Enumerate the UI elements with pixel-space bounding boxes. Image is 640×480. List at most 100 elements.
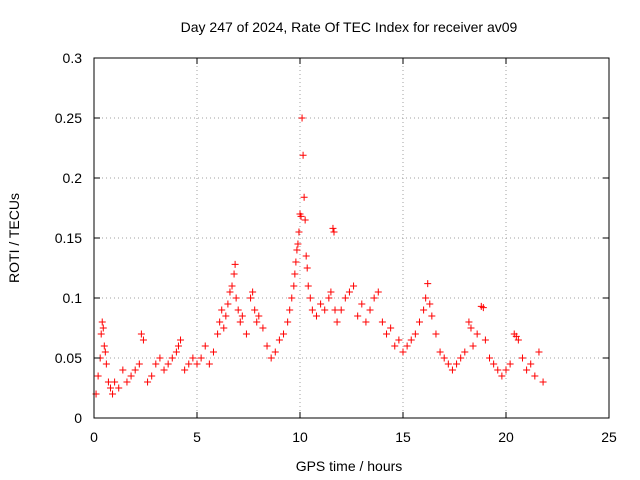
data-point — [231, 260, 239, 268]
data-point — [230, 270, 238, 278]
x-tick-label: 20 — [498, 429, 514, 445]
data-point — [201, 342, 209, 350]
data-point — [448, 366, 456, 374]
data-point — [100, 342, 108, 350]
data-point — [168, 354, 176, 362]
data-point — [498, 372, 506, 380]
data-point — [164, 360, 172, 368]
data-point — [228, 282, 236, 290]
y-tick-label: 0 — [74, 410, 82, 426]
y-tick-label: 0.2 — [63, 170, 83, 186]
data-point — [486, 354, 494, 362]
data-point — [304, 282, 312, 290]
y-tick-labels: 0 0.05 0.1 0.15 0.2 0.25 0.3 — [55, 50, 82, 426]
data-point — [172, 348, 180, 356]
data-point — [440, 354, 448, 362]
data-point — [139, 336, 147, 344]
data-point — [267, 354, 275, 362]
data-point — [236, 318, 244, 326]
data-point — [325, 294, 333, 302]
data-point — [152, 360, 160, 368]
data-point — [263, 342, 271, 350]
y-tick-label: 0.05 — [55, 350, 82, 366]
data-point — [535, 348, 543, 356]
data-point — [156, 354, 164, 362]
data-point — [422, 294, 430, 302]
x-tick-label: 10 — [292, 429, 308, 445]
y-tick-label: 0.1 — [63, 290, 83, 306]
data-point — [242, 330, 250, 338]
data-point — [461, 348, 469, 356]
data-point — [290, 282, 298, 290]
chart-title: Day 247 of 2024, Rate Of TEC Index for r… — [181, 19, 518, 35]
data-point — [424, 280, 432, 288]
data-point — [327, 288, 335, 296]
data-point — [216, 318, 224, 326]
y-tick-label: 0.15 — [55, 230, 82, 246]
data-point — [286, 306, 294, 314]
data-point — [469, 342, 477, 350]
x-tick-label: 5 — [193, 429, 201, 445]
data-point — [247, 294, 255, 302]
data-point — [403, 342, 411, 350]
data-point — [238, 312, 246, 320]
data-point — [331, 306, 339, 314]
x-tick-label: 25 — [601, 429, 617, 445]
data-point — [436, 348, 444, 356]
data-point — [131, 366, 139, 374]
data-point — [494, 366, 502, 374]
data-point — [177, 336, 185, 344]
data-point — [473, 330, 481, 338]
y-tick-label: 0.3 — [63, 50, 83, 66]
data-point — [300, 193, 308, 201]
data-point — [481, 336, 489, 344]
data-point — [337, 306, 345, 314]
data-point — [284, 318, 292, 326]
data-point — [539, 378, 547, 386]
data-point — [288, 294, 296, 302]
data-point — [253, 318, 261, 326]
data-point — [234, 306, 242, 314]
data-point — [308, 306, 316, 314]
data-point — [506, 360, 514, 368]
data-point — [98, 318, 106, 326]
data-point — [514, 336, 522, 344]
x-tick-label: 15 — [395, 429, 411, 445]
data-point — [106, 384, 114, 392]
data-point — [415, 318, 423, 326]
y-axis-label: ROTI / TECUs — [6, 193, 22, 283]
data-point — [224, 300, 232, 308]
data-point — [189, 354, 197, 362]
data-points — [92, 114, 547, 398]
data-point — [123, 378, 131, 386]
data-point — [102, 360, 110, 368]
data-point — [518, 354, 526, 362]
data-point — [407, 336, 415, 344]
data-point — [137, 330, 145, 338]
data-point — [378, 318, 386, 326]
data-point — [295, 228, 303, 236]
data-point — [306, 294, 314, 302]
data-point — [370, 294, 378, 302]
data-point — [275, 336, 283, 344]
x-tick-label: 0 — [90, 429, 98, 445]
data-point — [383, 330, 391, 338]
data-point — [490, 360, 498, 368]
axis-ticks — [93, 57, 610, 419]
data-point — [411, 330, 419, 338]
data-point — [312, 312, 320, 320]
data-point — [109, 390, 117, 398]
data-point — [222, 312, 230, 320]
data-point — [366, 306, 374, 314]
data-point — [271, 348, 279, 356]
data-point — [101, 348, 109, 356]
data-point — [453, 360, 461, 368]
data-point — [119, 366, 127, 374]
data-point — [292, 258, 300, 266]
data-point — [465, 318, 473, 326]
data-point — [232, 294, 240, 302]
data-point — [205, 360, 213, 368]
data-point — [354, 312, 362, 320]
data-point — [479, 304, 487, 312]
